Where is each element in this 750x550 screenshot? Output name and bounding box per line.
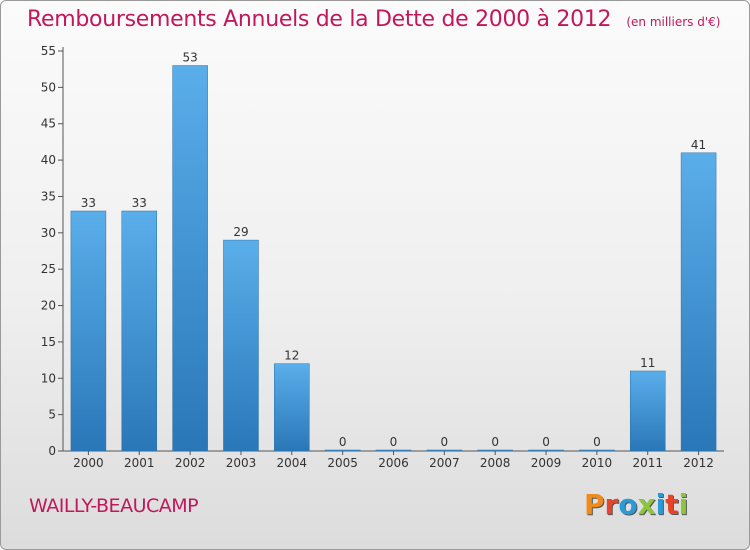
data-label: 0 [491,435,499,449]
data-label: 29 [233,225,248,239]
bar [274,363,310,452]
y-tick-label: 20 [41,299,56,313]
logo-letter: o [618,488,638,521]
x-tick-label: 2007 [429,456,460,470]
y-tick-label: 35 [41,189,56,203]
data-label: 11 [640,356,655,370]
data-label: 0 [390,435,398,449]
logo-letter: r [604,488,619,521]
x-tick-label: 2010 [582,456,613,470]
logo-letter: P [584,488,605,521]
proxiti-logo: Proxiti [584,488,688,521]
bar [426,449,463,452]
data-label: 53 [182,51,197,65]
logo-letter: x [637,488,656,521]
data-label: 0 [593,435,601,449]
x-tick-label: 2012 [683,456,714,470]
y-tick-label: 45 [41,117,56,131]
logo-letter: i [655,488,666,521]
x-tick-label: 2002 [175,456,206,470]
chart-title: Remboursements Annuels de la Dette de 20… [27,7,612,32]
y-tick-label: 25 [41,262,56,276]
bar [70,210,107,452]
y-tick-label: 40 [41,153,56,167]
y-tick-label: 30 [41,226,56,240]
x-tick-label: 2008 [480,456,511,470]
y-tick-label: 10 [41,371,56,385]
x-tick-label: 2006 [378,456,409,470]
bar [121,210,158,452]
x-tick-label: 2000 [73,456,104,470]
logo-letter: i [678,488,689,521]
data-label: 0 [542,435,550,449]
y-tick-label: 5 [48,408,56,422]
x-tick-label: 2009 [531,456,562,470]
logo-letter: t [665,488,679,521]
city-name: WAILLY-BEAUCAMP [29,495,199,517]
x-tick-label: 2004 [277,456,308,470]
data-label: 0 [441,435,449,449]
bar [629,370,666,452]
bar [172,65,208,452]
y-tick-label: 15 [41,335,56,349]
bar [324,449,361,452]
x-tick-label: 2001 [124,456,155,470]
bar [375,449,412,452]
chart-unit: (en milliers d'€) [626,15,721,29]
x-tick-label: 2005 [327,456,358,470]
bar [579,449,615,452]
data-label: 33 [81,196,96,210]
bar [680,152,717,452]
data-label: 12 [284,349,299,363]
data-label: 33 [132,196,147,210]
x-tick-label: 2011 [632,456,663,470]
data-label: 41 [691,138,706,152]
title-row: Remboursements Annuels de la Dette de 20… [27,7,720,32]
x-tick-label: 2003 [226,456,257,470]
bar [528,449,564,452]
y-tick-label: 55 [41,44,56,58]
data-label: 0 [339,435,347,449]
y-tick-label: 50 [41,80,56,94]
bar [223,239,259,452]
y-tick-label: 0 [48,444,56,458]
bar [477,449,513,452]
